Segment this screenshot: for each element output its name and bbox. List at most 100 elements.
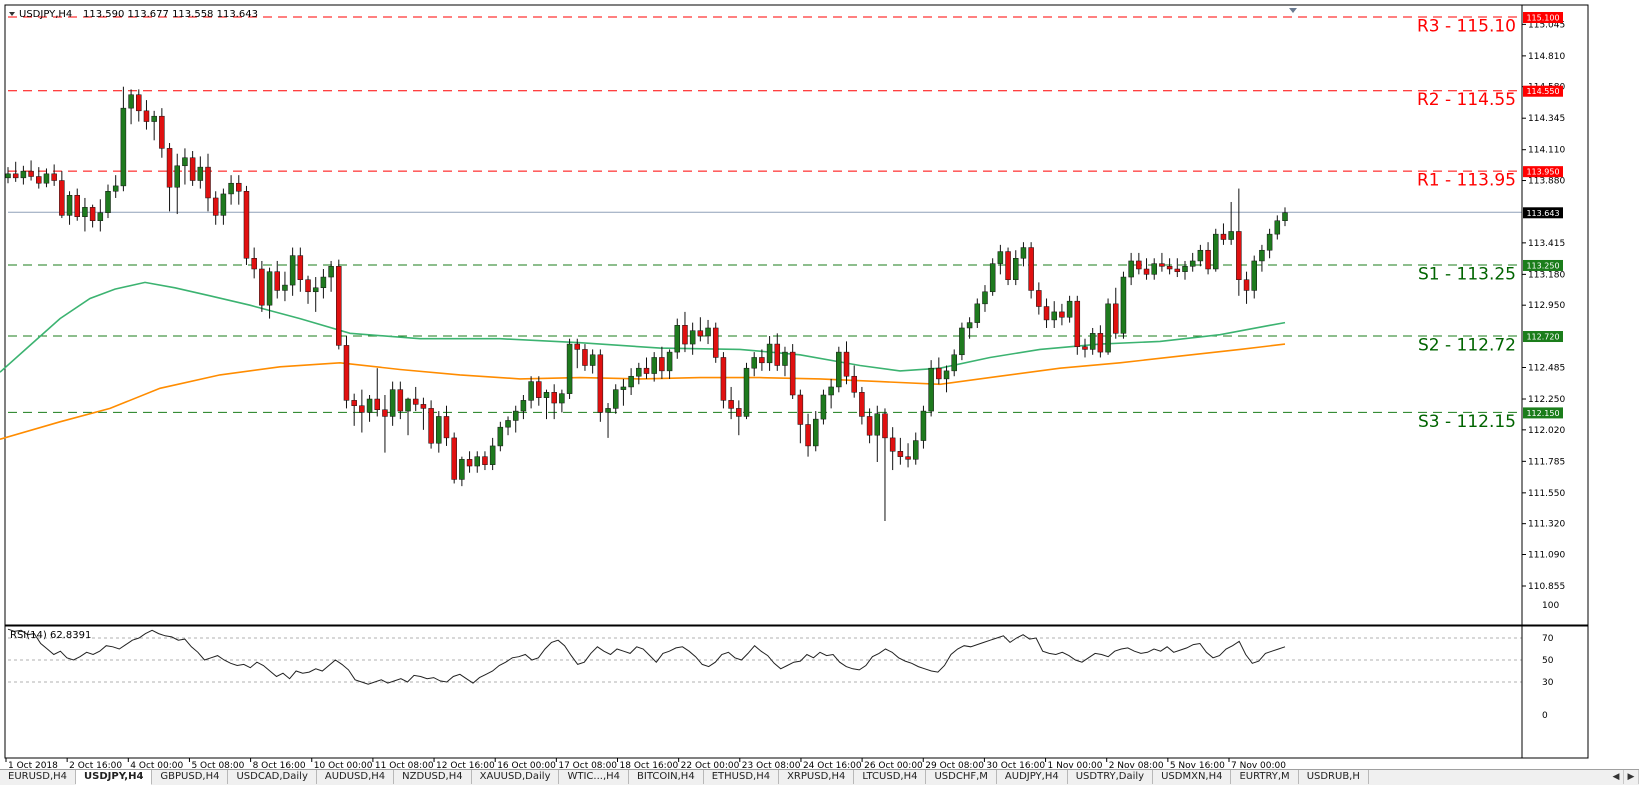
candle[interactable]: [228, 175, 234, 205]
chart-tab[interactable]: XRPUSD,H4: [779, 770, 855, 784]
candle[interactable]: [882, 408, 888, 521]
candle[interactable]: [651, 352, 657, 382]
candle[interactable]: [297, 247, 304, 292]
candle[interactable]: [1128, 252, 1134, 286]
candle[interactable]: [1043, 298, 1050, 328]
candle[interactable]: [1013, 250, 1019, 286]
candle[interactable]: [1028, 242, 1034, 299]
candle[interactable]: [936, 357, 942, 385]
candle[interactable]: [1236, 188, 1242, 296]
candle[interactable]: [997, 244, 1004, 275]
candle[interactable]: [20, 165, 27, 185]
candle[interactable]: [28, 160, 34, 181]
candle[interactable]: [1266, 228, 1273, 259]
candle[interactable]: [1182, 260, 1188, 280]
candle[interactable]: [1213, 228, 1219, 272]
candle[interactable]: [951, 349, 957, 377]
candle[interactable]: [1051, 301, 1057, 328]
candle[interactable]: [512, 405, 519, 433]
chart-tab[interactable]: AUDJPY,H4: [997, 770, 1068, 784]
candle[interactable]: [789, 344, 796, 400]
candle[interactable]: [828, 378, 834, 409]
candle[interactable]: [1282, 207, 1288, 227]
candle[interactable]: [643, 357, 650, 379]
candle[interactable]: [89, 204, 96, 228]
candle[interactable]: [720, 352, 727, 409]
candle[interactable]: [59, 171, 65, 219]
chart-tab[interactable]: USDCHF,M: [926, 770, 997, 784]
candle[interactable]: [543, 389, 550, 420]
candle[interactable]: [343, 336, 350, 409]
candle[interactable]: [1097, 325, 1104, 358]
candlesticks[interactable]: [5, 86, 1288, 521]
candle[interactable]: [1066, 295, 1073, 323]
candle[interactable]: [412, 386, 419, 412]
candle[interactable]: [466, 451, 473, 473]
candle[interactable]: [1243, 271, 1250, 304]
chart-tab[interactable]: XAUUSD,Daily: [472, 770, 560, 784]
chart-tab[interactable]: BITCOIN,H4: [629, 770, 704, 784]
candle[interactable]: [151, 110, 157, 141]
candle[interactable]: [920, 405, 927, 449]
candle[interactable]: [66, 191, 73, 225]
candle[interactable]: [205, 153, 211, 212]
chart-tab[interactable]: WTIC...,H4: [559, 770, 630, 784]
candle[interactable]: [159, 108, 165, 158]
candle[interactable]: [243, 185, 250, 265]
candle[interactable]: [759, 349, 765, 371]
candle[interactable]: [1251, 255, 1257, 299]
candle[interactable]: [743, 362, 750, 420]
candle[interactable]: [605, 403, 611, 438]
candle[interactable]: [474, 451, 481, 473]
candle[interactable]: [397, 381, 404, 420]
candle[interactable]: [666, 349, 673, 379]
candle[interactable]: [705, 319, 711, 345]
candle[interactable]: [682, 311, 688, 353]
candle[interactable]: [336, 259, 342, 350]
candle[interactable]: [489, 437, 496, 471]
candle[interactable]: [97, 199, 104, 232]
candle[interactable]: [636, 362, 642, 385]
candle[interactable]: [1174, 258, 1181, 278]
candle[interactable]: [428, 400, 434, 449]
candle[interactable]: [874, 405, 881, 463]
candle[interactable]: [851, 365, 857, 398]
candle[interactable]: [236, 175, 242, 205]
chart-tab[interactable]: EURUSD,H4: [0, 770, 77, 784]
candle[interactable]: [843, 341, 850, 385]
candle[interactable]: [505, 416, 511, 436]
candle[interactable]: [574, 338, 581, 369]
candle[interactable]: [251, 247, 257, 279]
candle[interactable]: [1151, 258, 1157, 280]
candle[interactable]: [536, 376, 542, 406]
candle[interactable]: [289, 247, 296, 296]
candle[interactable]: [1274, 215, 1281, 240]
candle[interactable]: [1166, 258, 1173, 275]
chart-tab[interactable]: GBPUSD,H4: [152, 770, 229, 784]
candle[interactable]: [966, 317, 973, 339]
candle[interactable]: [1205, 242, 1211, 275]
chart-tab[interactable]: EURTRY,M: [1231, 770, 1299, 784]
candle[interactable]: [597, 349, 604, 422]
price-panel[interactable]: [4, 4, 1589, 626]
candle[interactable]: [1136, 252, 1142, 275]
chart-shift-marker-icon[interactable]: [1289, 8, 1297, 13]
candle[interactable]: [420, 397, 427, 430]
candle[interactable]: [1159, 252, 1165, 272]
candle[interactable]: [897, 437, 904, 465]
candle[interactable]: [889, 427, 896, 471]
candle[interactable]: [443, 405, 450, 446]
candle[interactable]: [1120, 271, 1127, 339]
candle[interactable]: [259, 260, 265, 312]
candle[interactable]: [482, 451, 488, 471]
candle[interactable]: [451, 432, 457, 484]
candle[interactable]: [1189, 252, 1196, 272]
candle[interactable]: [120, 86, 127, 192]
candle[interactable]: [459, 456, 465, 487]
candle[interactable]: [328, 260, 334, 292]
candle[interactable]: [559, 389, 565, 413]
candle[interactable]: [36, 167, 42, 189]
candle[interactable]: [551, 384, 557, 420]
candle[interactable]: [351, 393, 357, 426]
candle[interactable]: [174, 153, 180, 215]
